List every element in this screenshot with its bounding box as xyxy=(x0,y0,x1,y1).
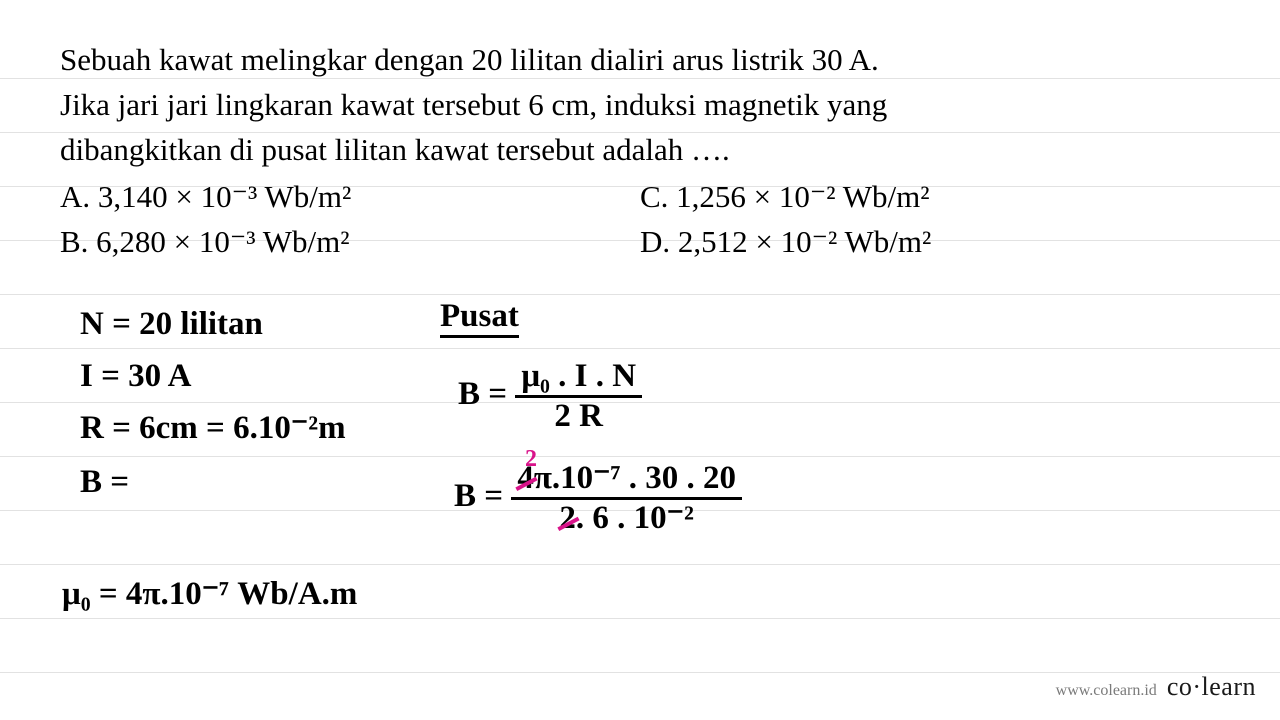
footer-brand-dot: · xyxy=(1192,672,1201,701)
footer-brand-left: co xyxy=(1167,672,1193,701)
hw-calc-fraction: 4π.10⁻⁷ . 30 . 20 2. 6 . 10⁻² xyxy=(511,462,742,535)
hw-given-I: I = 30 A xyxy=(80,360,191,393)
hw-calc-lhs: B = xyxy=(454,478,503,514)
question-line-2: Jika jari jari lingkaran kawat tersebut … xyxy=(60,87,887,122)
question-line-1: Sebuah kawat melingkar dengan 20 lilitan… xyxy=(60,42,879,77)
hw-red-two-annotation: 2 xyxy=(525,446,537,473)
hw-formula-denominator: 2 R xyxy=(515,398,642,433)
hw-heading-pusat: Pusat xyxy=(440,300,519,338)
question-line-3: dibangkitkan di pusat lilitan kawat ters… xyxy=(60,132,730,167)
hw-formula-fraction: μ₀ . I . N 2 R xyxy=(515,360,642,433)
hw-heading-pusat-text: Pusat xyxy=(440,300,519,338)
hw-given-R: R = 6cm = 6.10⁻²m xyxy=(80,412,346,445)
footer-brand-right: learn xyxy=(1202,672,1256,701)
footer-brand: co·learn xyxy=(1167,672,1256,702)
hw-calc: B = 4π.10⁻⁷ . 30 . 20 2. 6 . 10⁻² xyxy=(454,462,742,535)
hw-given-N: N = 20 lilitan xyxy=(80,308,263,341)
option-a: A. 3,140 × 10⁻³ Wb/m² xyxy=(60,175,640,220)
hw-calc-numerator: 4π.10⁻⁷ . 30 . 20 xyxy=(511,462,742,500)
answer-options: A. 3,140 × 10⁻³ Wb/m² C. 1,256 × 10⁻² Wb… xyxy=(60,175,1220,265)
hw-given-B: B = xyxy=(80,466,129,499)
hw-formula-numerator: μ₀ . I . N xyxy=(515,360,642,398)
hw-calc-denominator: 2. 6 . 10⁻² xyxy=(511,500,742,535)
hw-formula-lhs: B = xyxy=(458,376,507,412)
footer: www.colearn.id co·learn xyxy=(1056,672,1256,702)
option-c: C. 1,256 × 10⁻² Wb/m² xyxy=(640,175,1220,220)
hw-calc-strike-two: 2 xyxy=(559,500,576,536)
hw-calc-num-rest: π.10⁻⁷ . 30 . 20 xyxy=(534,460,736,496)
question-text: Sebuah kawat melingkar dengan 20 lilitan… xyxy=(60,38,1220,173)
hw-given-mu0: μ₀ = 4π.10⁻⁷ Wb/A.m xyxy=(62,578,357,611)
option-b: B. 6,280 × 10⁻³ Wb/m² xyxy=(60,220,640,265)
hw-formula: B = μ₀ . I . N 2 R xyxy=(458,360,642,433)
option-d: D. 2,512 × 10⁻² Wb/m² xyxy=(640,220,1220,265)
page-content: Sebuah kawat melingkar dengan 20 lilitan… xyxy=(0,0,1280,720)
hw-calc-den-rest: . 6 . 10⁻² xyxy=(576,500,694,536)
footer-url: www.colearn.id xyxy=(1056,682,1157,700)
